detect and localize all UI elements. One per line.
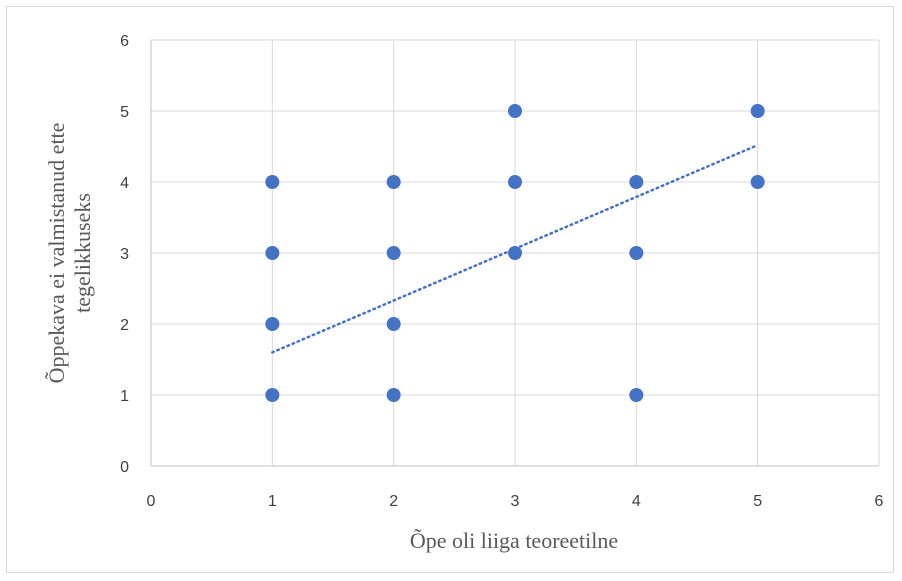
data-point	[629, 175, 644, 189]
data-point	[629, 388, 644, 402]
data-point	[750, 175, 765, 189]
y-tick-label: 1	[120, 388, 129, 405]
data-point	[629, 246, 644, 260]
data-point	[386, 246, 401, 260]
axes	[150, 40, 879, 467]
data-point	[386, 175, 401, 189]
y-axis-title-line-2: tegelikkuseks	[70, 193, 95, 313]
y-axis-title-line-1: Õppekava ei valmistanud ette	[44, 123, 69, 384]
y-tick-label: 0	[120, 459, 129, 476]
data-point	[386, 388, 401, 402]
y-tick-label: 4	[120, 175, 129, 192]
y-axis-title: Õppekava ei valmistanud ette tegelikkuse…	[44, 123, 95, 384]
x-tick-label: 4	[632, 493, 641, 510]
x-tick-label: 2	[389, 493, 398, 510]
x-axis-title: Õpe oli liiga teoreetilne	[410, 528, 618, 553]
data-point	[508, 175, 522, 189]
data-point	[750, 104, 765, 118]
x-tick-label: 6	[875, 493, 884, 510]
data-point	[508, 246, 522, 260]
chart-frame	[6, 6, 894, 573]
data-point	[265, 246, 280, 260]
data-point	[265, 388, 280, 402]
y-tick-label: 5	[120, 104, 129, 121]
data-point	[386, 317, 401, 331]
data-point	[265, 317, 280, 331]
y-tick-label: 3	[120, 246, 129, 263]
y-tick-label: 2	[120, 317, 129, 334]
x-tick-label: 3	[511, 493, 520, 510]
tick-labels: 0 1 2 3 4 5 6 0 1 2 3 4 5 6	[120, 33, 883, 510]
x-tick-label: 5	[753, 493, 762, 510]
x-tick-label: 1	[268, 493, 277, 510]
data-point	[265, 175, 280, 189]
y-tick-label: 6	[120, 33, 129, 50]
data-point	[508, 104, 522, 118]
x-tick-label: 0	[147, 493, 156, 510]
points-layer	[265, 104, 765, 402]
